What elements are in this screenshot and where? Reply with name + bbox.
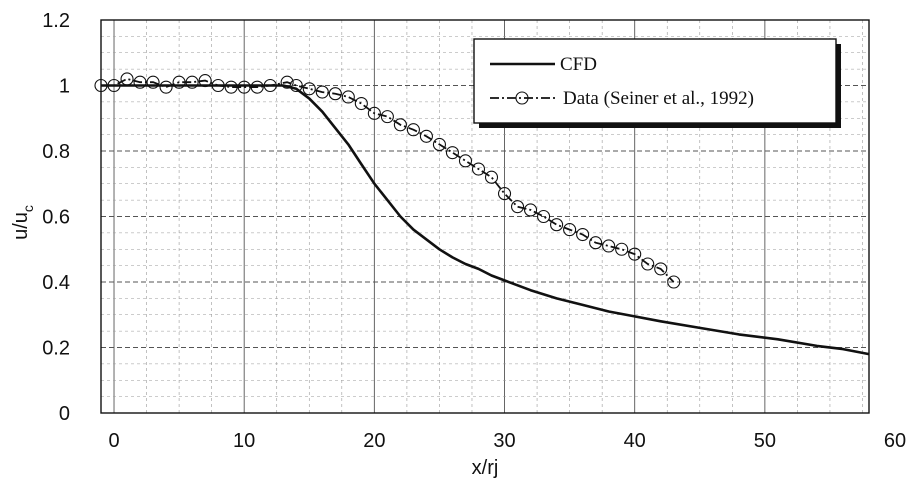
data-point bbox=[432, 137, 446, 151]
legend-label-cfd: CFD bbox=[560, 54, 597, 75]
x-tick-label: 0 bbox=[108, 430, 119, 452]
y-tick-label: 0.6 bbox=[42, 207, 70, 229]
data-point bbox=[484, 170, 499, 184]
data-point bbox=[471, 162, 486, 176]
x-axis-title: x/rj bbox=[472, 457, 499, 479]
data-point bbox=[510, 200, 525, 214]
data-point bbox=[237, 80, 251, 94]
data-point bbox=[354, 96, 368, 111]
data-point bbox=[615, 242, 629, 256]
data-point bbox=[94, 78, 108, 93]
y-axis-title: u/uc bbox=[10, 205, 36, 240]
plot-frame bbox=[100, 19, 870, 414]
data-point bbox=[146, 75, 160, 89]
y-axis-title-main: u/u bbox=[10, 212, 32, 240]
legend-label-data: Data (Seiner et al., 1992) bbox=[563, 88, 754, 109]
data-point bbox=[419, 129, 433, 143]
data-point bbox=[589, 236, 603, 250]
data-point bbox=[341, 90, 355, 104]
data-point bbox=[654, 262, 668, 276]
x-tick-label: 40 bbox=[624, 430, 646, 452]
data-point bbox=[550, 218, 564, 232]
series-line-cfd bbox=[101, 84, 870, 356]
y-axis-title-subscript: c bbox=[20, 205, 36, 212]
x-tick-label: 50 bbox=[754, 430, 776, 452]
data-point bbox=[120, 72, 134, 86]
data-point bbox=[576, 227, 590, 242]
y-tick-label: 0.8 bbox=[42, 141, 70, 163]
y-tick-label: 0.2 bbox=[42, 338, 70, 360]
y-tick-label: 1.2 bbox=[42, 10, 70, 32]
tick-labels: 0 10 20 30 40 50 60 0 0.2 0.4 0.6 0.8 1 1.2 bbox=[42, 10, 906, 452]
data-point bbox=[133, 75, 147, 89]
x-tick-label: 60 bbox=[884, 430, 906, 452]
data-point bbox=[159, 80, 173, 94]
y-tick-label: 1 bbox=[59, 76, 70, 98]
series-layer bbox=[94, 72, 870, 356]
legend: CFD Data (Seiner et al., 1992) bbox=[473, 38, 841, 128]
data-point bbox=[224, 80, 238, 94]
x-tick-label: 20 bbox=[363, 430, 385, 452]
data-point bbox=[537, 209, 551, 224]
data-point bbox=[185, 75, 199, 89]
data-point bbox=[367, 106, 381, 120]
data-point bbox=[667, 275, 681, 289]
data-point bbox=[406, 123, 420, 137]
x-tick-label: 30 bbox=[493, 430, 515, 452]
data-point bbox=[563, 223, 577, 237]
y-tick-label: 0.4 bbox=[42, 272, 70, 294]
data-point bbox=[263, 78, 277, 93]
data-point bbox=[524, 203, 538, 217]
data-point bbox=[289, 78, 303, 93]
data-point bbox=[315, 85, 329, 99]
x-tick-label: 10 bbox=[233, 430, 255, 452]
data-point bbox=[641, 257, 655, 271]
data-point bbox=[445, 146, 460, 160]
data-point bbox=[250, 80, 264, 94]
legend-marker-data bbox=[515, 91, 529, 105]
data-point bbox=[198, 74, 212, 88]
data-point bbox=[211, 78, 225, 93]
data-point bbox=[280, 75, 294, 89]
data-point bbox=[458, 154, 473, 168]
y-tick-label: 0 bbox=[59, 403, 70, 425]
data-point bbox=[328, 87, 342, 101]
data-point bbox=[497, 187, 512, 201]
data-point bbox=[380, 110, 394, 124]
data-point bbox=[172, 75, 186, 89]
data-point bbox=[302, 82, 316, 96]
legend-box bbox=[473, 38, 837, 124]
data-point bbox=[107, 78, 121, 93]
data-point bbox=[393, 118, 407, 132]
data-point bbox=[628, 247, 642, 261]
data-point bbox=[602, 239, 616, 253]
